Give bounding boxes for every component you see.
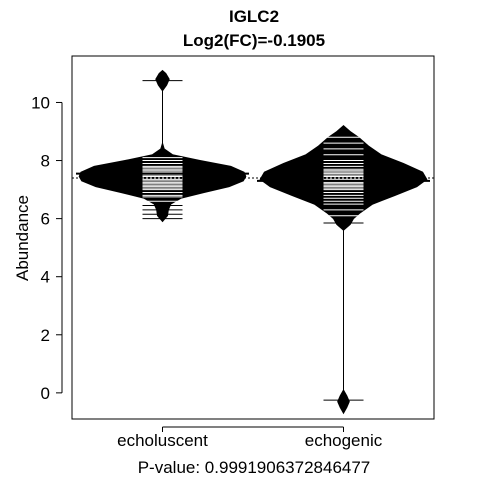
y-tick-label: 8 (41, 152, 50, 171)
y-tick-label: 2 (41, 326, 50, 345)
bean-density-shape (259, 125, 428, 415)
x-axis-label: P-value: 0.9991906372846477 (138, 458, 371, 477)
y-axis: 0 2 4 6 8 10 (31, 93, 63, 403)
y-axis-label: Abundance (13, 195, 32, 281)
bean-density-shape (78, 69, 247, 223)
plot-frame (71, 55, 435, 420)
group-mean-lines (76, 172, 430, 182)
x-axis: echoluscent echogenic (117, 426, 383, 450)
chart-title: IGLC2 (229, 7, 279, 26)
y-tick-label: 10 (31, 93, 50, 112)
y-tick-label: 0 (41, 384, 50, 403)
bean-group (78, 69, 428, 415)
y-tick-label: 4 (41, 268, 50, 287)
observation-lines (142, 80, 364, 401)
y-tick-label: 6 (41, 210, 50, 229)
x-tick-label: echoluscent (117, 431, 208, 450)
chart-subtitle: Log2(FC)=-0.1905 (183, 31, 325, 50)
x-tick-label: echogenic (305, 431, 383, 450)
